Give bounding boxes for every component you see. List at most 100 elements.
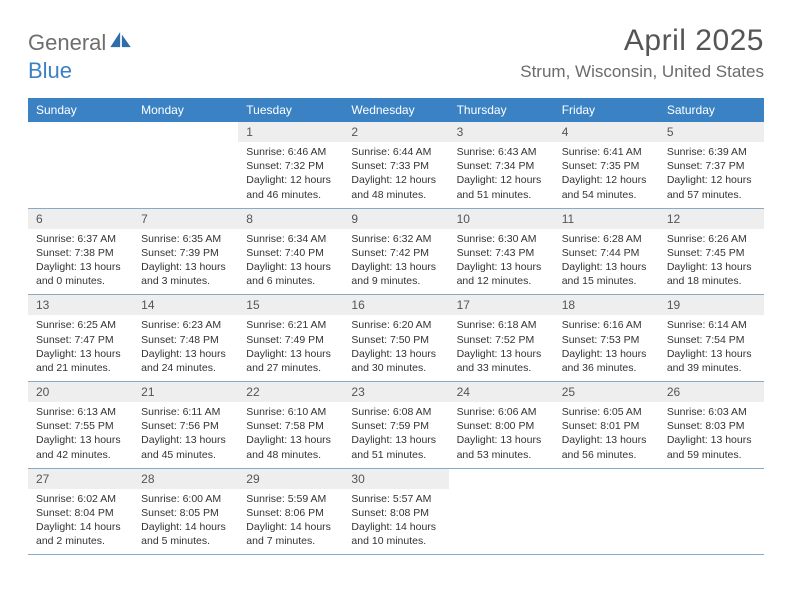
day-details: Sunrise: 6:44 AMSunset: 7:33 PMDaylight:…: [343, 142, 448, 208]
month-title: April 2025: [520, 24, 764, 58]
day-number: 7: [133, 209, 238, 229]
day-details: Sunrise: 6:14 AMSunset: 7:54 PMDaylight:…: [659, 315, 764, 381]
day-details: Sunrise: 6:02 AMSunset: 8:04 PMDaylight:…: [28, 489, 133, 555]
day-number: 3: [449, 122, 554, 142]
day-details: Sunrise: 6:43 AMSunset: 7:34 PMDaylight:…: [449, 142, 554, 208]
day-cell: 15Sunrise: 6:21 AMSunset: 7:49 PMDayligh…: [238, 295, 343, 381]
day-number: 19: [659, 295, 764, 315]
brand-part2: Blue: [28, 58, 138, 84]
day-cell: 2Sunrise: 6:44 AMSunset: 7:33 PMDaylight…: [343, 122, 448, 208]
day-cell: 8Sunrise: 6:34 AMSunset: 7:40 PMDaylight…: [238, 209, 343, 295]
calendar: SundayMondayTuesdayWednesdayThursdayFrid…: [28, 98, 764, 555]
weekday-label: Saturday: [659, 98, 764, 122]
day-cell: 4Sunrise: 6:41 AMSunset: 7:35 PMDaylight…: [554, 122, 659, 208]
location-text: Strum, Wisconsin, United States: [520, 62, 764, 82]
day-number: 22: [238, 382, 343, 402]
day-number: 18: [554, 295, 659, 315]
day-cell: 22Sunrise: 6:10 AMSunset: 7:58 PMDayligh…: [238, 382, 343, 468]
weeks-container: 1Sunrise: 6:46 AMSunset: 7:32 PMDaylight…: [28, 122, 764, 555]
day-details: Sunrise: 6:03 AMSunset: 8:03 PMDaylight:…: [659, 402, 764, 468]
day-cell: 23Sunrise: 6:08 AMSunset: 7:59 PMDayligh…: [343, 382, 448, 468]
day-number: 8: [238, 209, 343, 229]
week-separator: [28, 554, 764, 555]
day-details: Sunrise: 6:08 AMSunset: 7:59 PMDaylight:…: [343, 402, 448, 468]
day-cell: 24Sunrise: 6:06 AMSunset: 8:00 PMDayligh…: [449, 382, 554, 468]
day-cell: 10Sunrise: 6:30 AMSunset: 7:43 PMDayligh…: [449, 209, 554, 295]
day-cell: 6Sunrise: 6:37 AMSunset: 7:38 PMDaylight…: [28, 209, 133, 295]
day-details: Sunrise: 6:26 AMSunset: 7:45 PMDaylight:…: [659, 229, 764, 295]
weekday-label: Monday: [133, 98, 238, 122]
day-number: 13: [28, 295, 133, 315]
day-details: Sunrise: 6:37 AMSunset: 7:38 PMDaylight:…: [28, 229, 133, 295]
title-block: April 2025 Strum, Wisconsin, United Stat…: [520, 24, 764, 82]
day-details: Sunrise: 6:06 AMSunset: 8:00 PMDaylight:…: [449, 402, 554, 468]
day-number: 23: [343, 382, 448, 402]
week-row: 27Sunrise: 6:02 AMSunset: 8:04 PMDayligh…: [28, 469, 764, 555]
day-number: 24: [449, 382, 554, 402]
day-details: Sunrise: 6:39 AMSunset: 7:37 PMDaylight:…: [659, 142, 764, 208]
day-details: Sunrise: 5:57 AMSunset: 8:08 PMDaylight:…: [343, 489, 448, 555]
day-number: 11: [554, 209, 659, 229]
day-details: Sunrise: 6:21 AMSunset: 7:49 PMDaylight:…: [238, 315, 343, 381]
empty-cell: [659, 469, 764, 555]
weekday-label: Sunday: [28, 98, 133, 122]
day-cell: 14Sunrise: 6:23 AMSunset: 7:48 PMDayligh…: [133, 295, 238, 381]
week-row: 20Sunrise: 6:13 AMSunset: 7:55 PMDayligh…: [28, 382, 764, 468]
week-row: 6Sunrise: 6:37 AMSunset: 7:38 PMDaylight…: [28, 209, 764, 295]
weekday-label: Tuesday: [238, 98, 343, 122]
day-cell: 16Sunrise: 6:20 AMSunset: 7:50 PMDayligh…: [343, 295, 448, 381]
weekday-label: Thursday: [449, 98, 554, 122]
day-number: 20: [28, 382, 133, 402]
day-number: 29: [238, 469, 343, 489]
week-row: 1Sunrise: 6:46 AMSunset: 7:32 PMDaylight…: [28, 122, 764, 208]
day-cell: 27Sunrise: 6:02 AMSunset: 8:04 PMDayligh…: [28, 469, 133, 555]
day-details: Sunrise: 6:16 AMSunset: 7:53 PMDaylight:…: [554, 315, 659, 381]
day-cell: 19Sunrise: 6:14 AMSunset: 7:54 PMDayligh…: [659, 295, 764, 381]
day-details: Sunrise: 6:28 AMSunset: 7:44 PMDaylight:…: [554, 229, 659, 295]
day-details: Sunrise: 6:30 AMSunset: 7:43 PMDaylight:…: [449, 229, 554, 295]
day-details: Sunrise: 6:41 AMSunset: 7:35 PMDaylight:…: [554, 142, 659, 208]
day-details: Sunrise: 6:13 AMSunset: 7:55 PMDaylight:…: [28, 402, 133, 468]
day-details: Sunrise: 6:10 AMSunset: 7:58 PMDaylight:…: [238, 402, 343, 468]
day-cell: 12Sunrise: 6:26 AMSunset: 7:45 PMDayligh…: [659, 209, 764, 295]
empty-cell: [449, 469, 554, 555]
brand-logo: General Blue: [28, 30, 138, 84]
day-number: 26: [659, 382, 764, 402]
day-cell: 17Sunrise: 6:18 AMSunset: 7:52 PMDayligh…: [449, 295, 554, 381]
day-cell: 28Sunrise: 6:00 AMSunset: 8:05 PMDayligh…: [133, 469, 238, 555]
week-separator: [28, 208, 764, 209]
day-cell: 9Sunrise: 6:32 AMSunset: 7:42 PMDaylight…: [343, 209, 448, 295]
day-details: Sunrise: 6:25 AMSunset: 7:47 PMDaylight:…: [28, 315, 133, 381]
day-cell: 29Sunrise: 5:59 AMSunset: 8:06 PMDayligh…: [238, 469, 343, 555]
day-number: 14: [133, 295, 238, 315]
weekday-label: Friday: [554, 98, 659, 122]
day-details: Sunrise: 6:00 AMSunset: 8:05 PMDaylight:…: [133, 489, 238, 555]
brand-part1: General: [28, 30, 106, 56]
day-number: 9: [343, 209, 448, 229]
day-details: Sunrise: 6:18 AMSunset: 7:52 PMDaylight:…: [449, 315, 554, 381]
day-number: 1: [238, 122, 343, 142]
header: General Blue April 2025 Strum, Wisconsin…: [28, 24, 764, 84]
day-details: Sunrise: 6:32 AMSunset: 7:42 PMDaylight:…: [343, 229, 448, 295]
day-number: 6: [28, 209, 133, 229]
day-cell: 26Sunrise: 6:03 AMSunset: 8:03 PMDayligh…: [659, 382, 764, 468]
day-cell: 25Sunrise: 6:05 AMSunset: 8:01 PMDayligh…: [554, 382, 659, 468]
day-details: Sunrise: 6:35 AMSunset: 7:39 PMDaylight:…: [133, 229, 238, 295]
day-details: Sunrise: 6:23 AMSunset: 7:48 PMDaylight:…: [133, 315, 238, 381]
day-details: Sunrise: 5:59 AMSunset: 8:06 PMDaylight:…: [238, 489, 343, 555]
day-number: 27: [28, 469, 133, 489]
day-number: 5: [659, 122, 764, 142]
weekday-header: SundayMondayTuesdayWednesdayThursdayFrid…: [28, 98, 764, 122]
week-separator: [28, 381, 764, 382]
day-cell: 20Sunrise: 6:13 AMSunset: 7:55 PMDayligh…: [28, 382, 133, 468]
day-number: 21: [133, 382, 238, 402]
day-cell: 30Sunrise: 5:57 AMSunset: 8:08 PMDayligh…: [343, 469, 448, 555]
week-separator: [28, 294, 764, 295]
day-number: 4: [554, 122, 659, 142]
day-number: 12: [659, 209, 764, 229]
day-cell: 1Sunrise: 6:46 AMSunset: 7:32 PMDaylight…: [238, 122, 343, 208]
day-number: 28: [133, 469, 238, 489]
day-details: Sunrise: 6:46 AMSunset: 7:32 PMDaylight:…: [238, 142, 343, 208]
day-number: 2: [343, 122, 448, 142]
day-number: 16: [343, 295, 448, 315]
